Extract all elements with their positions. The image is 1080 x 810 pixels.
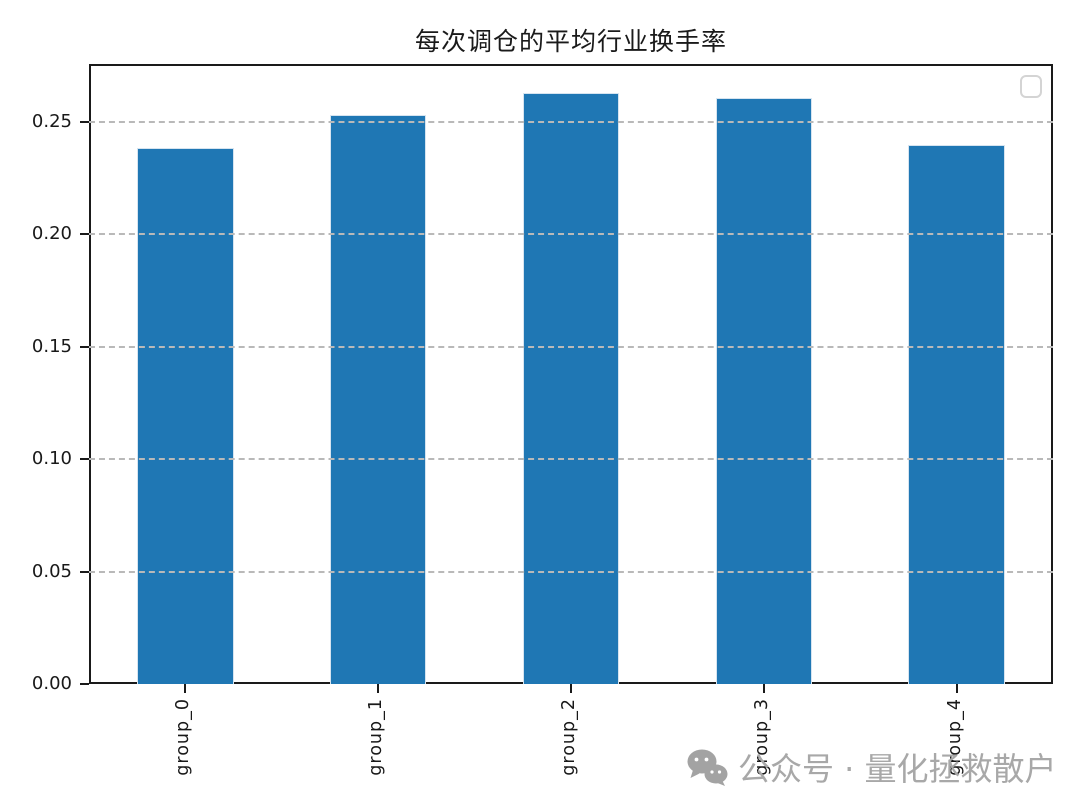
x-tick-mark (377, 684, 380, 693)
x-tick-mark (762, 684, 765, 693)
bar-group_1 (330, 114, 427, 684)
y-tick-mark (80, 570, 89, 573)
chart-title: 每次调仓的平均行业换手率 (414, 27, 727, 56)
bar-group_0 (137, 148, 234, 684)
x-tick-label: group_0 (173, 698, 194, 776)
bar-group_3 (715, 97, 812, 684)
x-tick-label: group_2 (559, 698, 579, 776)
y-tick-mark (80, 345, 89, 348)
bar-group_4 (908, 144, 1005, 684)
y-tick-label: 0.00 (31, 673, 72, 694)
x-tick-mark (184, 684, 187, 693)
y-tick-mark (80, 683, 89, 685)
watermark-text: 公众号 · 量化拯救散户 (738, 750, 1057, 788)
y-tick-mark (80, 120, 89, 123)
y-tick-label: 0.15 (31, 335, 72, 357)
bar-group_2 (522, 92, 620, 684)
y-tick-mark (80, 233, 89, 236)
y-tick-label: 0.05 (31, 560, 72, 582)
y-tick-label: 0.20 (31, 223, 72, 245)
gridline-y-0.15 (89, 345, 1053, 348)
y-tick-label: 0.25 (31, 110, 72, 132)
watermark: 公众号 · 量化拯救散户 (686, 744, 1057, 790)
wechat-icon (686, 748, 728, 786)
gridline-y-0.05 (89, 570, 1053, 573)
y-tick-label: 0.10 (31, 448, 72, 470)
gridline-y-0.10 (89, 458, 1053, 461)
legend-box (1020, 75, 1042, 98)
x-tick-label: group_1 (366, 698, 387, 776)
y-tick-mark (80, 458, 89, 461)
gridline-y-0.25 (89, 120, 1053, 123)
gridline-y-0.20 (89, 233, 1053, 236)
x-tick-mark (570, 684, 572, 693)
x-tick-mark (955, 684, 958, 693)
